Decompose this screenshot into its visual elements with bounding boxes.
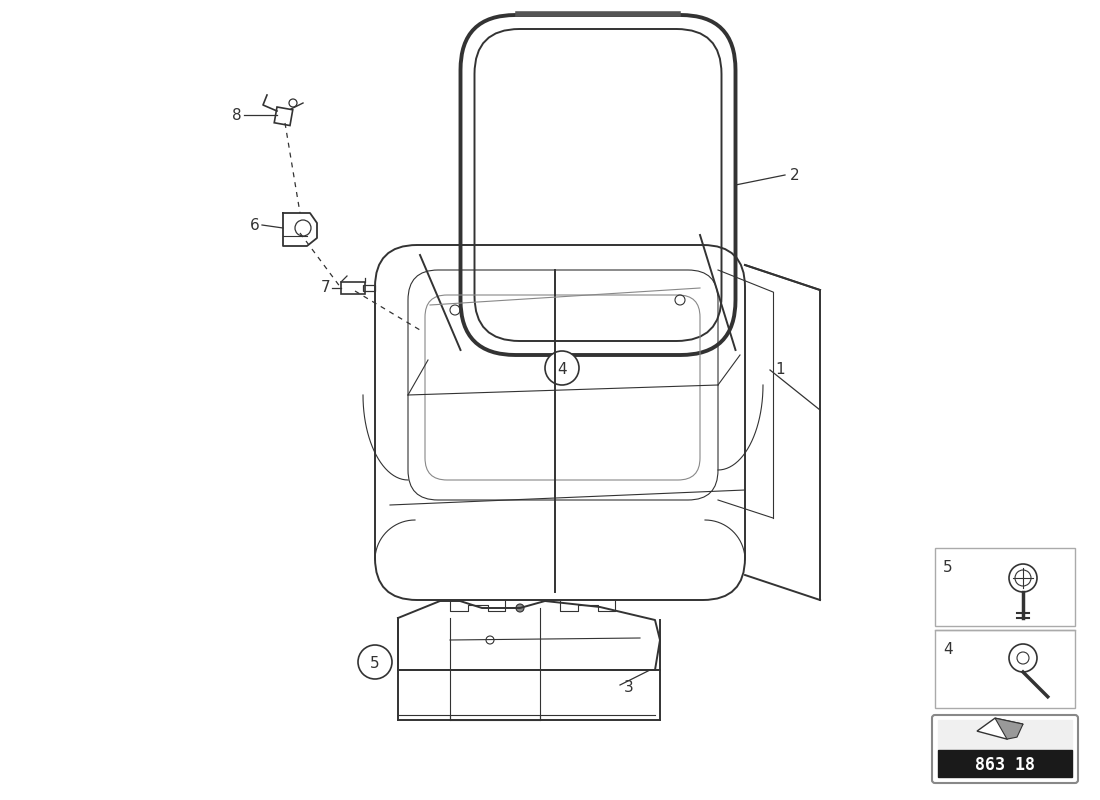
Text: 3: 3	[624, 681, 634, 695]
Polygon shape	[977, 718, 1023, 739]
Text: 7: 7	[320, 281, 330, 295]
Circle shape	[358, 645, 392, 679]
Bar	[363, 285, 375, 291]
Bar	[938, 720, 1072, 750]
Polygon shape	[996, 718, 1023, 739]
Text: 2: 2	[790, 167, 800, 182]
Circle shape	[516, 604, 524, 612]
FancyBboxPatch shape	[932, 715, 1078, 783]
Text: 4: 4	[558, 362, 566, 378]
Bar	[274, 107, 293, 126]
Text: 8: 8	[232, 107, 242, 122]
Text: 4: 4	[943, 642, 953, 657]
Text: 5: 5	[943, 560, 953, 575]
Text: 6: 6	[251, 218, 260, 233]
Text: 5: 5	[371, 657, 380, 671]
Bar	[938, 750, 1072, 777]
Text: 863 18: 863 18	[975, 756, 1035, 774]
Text: 1: 1	[776, 362, 784, 378]
Bar	[341, 282, 365, 294]
Circle shape	[544, 351, 579, 385]
